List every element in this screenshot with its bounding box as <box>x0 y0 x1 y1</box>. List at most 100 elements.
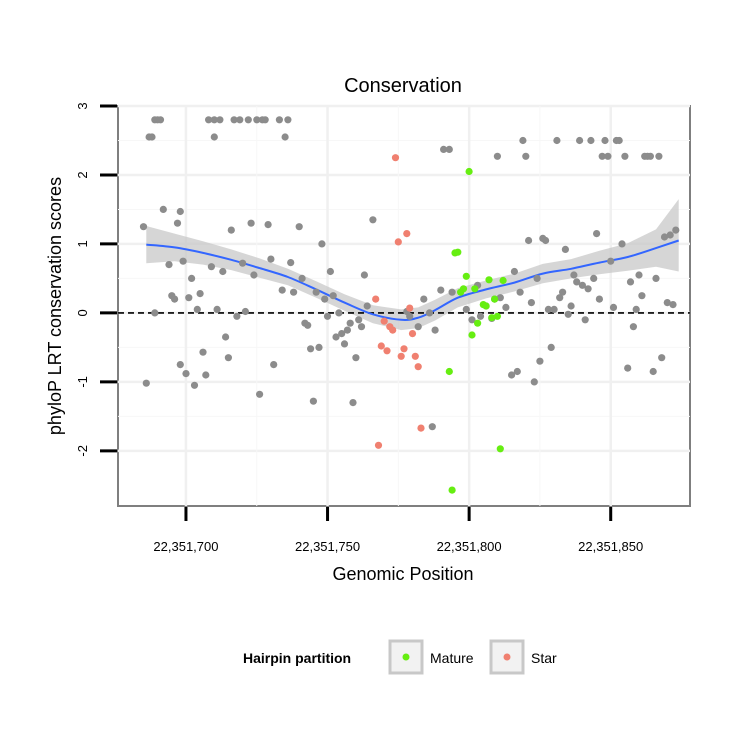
legend: Hairpin partition Mature Star <box>243 639 557 675</box>
point-other <box>196 290 204 298</box>
point-star <box>394 238 402 246</box>
point-mature <box>485 276 493 284</box>
x-tick-label: 22,351,800 <box>437 539 502 554</box>
x-axis-ticks: 22,351,700 22,351,750 22,351,800 22,351,850 <box>153 507 643 554</box>
point-other <box>338 330 346 338</box>
point-mature <box>499 276 507 285</box>
point-other <box>635 271 643 279</box>
point-other <box>553 136 561 145</box>
point-other <box>315 343 323 351</box>
point-other <box>476 312 485 320</box>
x-tick-label: 22,351,700 <box>153 539 218 554</box>
point-other <box>445 145 453 153</box>
point-other <box>632 305 640 313</box>
point-other <box>298 274 306 282</box>
chart-title: Conservation <box>344 75 462 97</box>
point-other <box>142 379 150 387</box>
point-other <box>542 236 550 245</box>
point-other <box>496 294 504 302</box>
point-mature <box>493 312 501 320</box>
point-other <box>607 257 615 265</box>
point-other <box>533 274 541 282</box>
point-star <box>383 347 391 355</box>
point-other <box>655 152 663 160</box>
point-other <box>193 305 201 313</box>
point-mature <box>474 319 482 327</box>
point-other <box>595 295 604 303</box>
point-other <box>462 305 470 313</box>
y-tick-label: 1 <box>75 240 90 247</box>
point-other <box>663 299 671 307</box>
point-other <box>536 357 544 365</box>
point-other <box>216 116 224 124</box>
y-tick-label: 0 <box>75 309 90 316</box>
point-other <box>601 136 609 145</box>
point-other <box>190 381 199 389</box>
point-star <box>406 304 414 312</box>
x-axis-label: Genomic Position <box>332 564 473 584</box>
point-other <box>567 302 575 310</box>
point-other <box>179 257 187 265</box>
point-other <box>669 301 677 309</box>
point-other <box>425 309 434 317</box>
point-other <box>323 312 332 320</box>
point-other <box>649 367 657 376</box>
point-other <box>604 152 612 160</box>
point-mature <box>468 331 476 339</box>
point-other <box>264 221 272 229</box>
point-other <box>525 236 533 245</box>
point-other <box>173 219 182 227</box>
y-tick-label: -1 <box>75 376 90 388</box>
point-other <box>304 321 312 329</box>
point-other <box>321 295 329 303</box>
point-other <box>332 333 340 341</box>
legend-marker-mature <box>402 653 410 661</box>
point-other <box>227 226 235 234</box>
point-other <box>307 345 315 353</box>
point-other <box>210 133 218 141</box>
point-star <box>417 424 425 432</box>
point-other <box>564 310 572 318</box>
point-other <box>309 397 317 405</box>
point-mature <box>445 367 453 376</box>
point-mature <box>454 248 462 256</box>
confidence-band <box>146 199 679 331</box>
point-other <box>233 312 241 320</box>
point-other <box>256 390 264 398</box>
point-other <box>219 267 227 276</box>
point-other <box>615 136 623 145</box>
point-other <box>340 340 349 348</box>
point-other <box>666 231 674 239</box>
point-other <box>357 323 366 331</box>
point-other <box>151 309 159 317</box>
point-other <box>182 370 190 378</box>
point-star <box>397 352 405 360</box>
point-other <box>516 288 524 296</box>
point-other <box>250 271 258 279</box>
point-other <box>239 259 247 267</box>
point-other <box>148 133 156 141</box>
point-other <box>598 152 606 160</box>
point-mature <box>462 272 470 280</box>
point-other <box>559 288 567 296</box>
point-other <box>440 145 448 153</box>
y-tick-label: 3 <box>75 102 90 109</box>
point-other <box>224 354 232 362</box>
point-other <box>510 267 518 276</box>
point-other <box>581 316 589 324</box>
point-other <box>188 274 196 282</box>
point-other <box>185 294 193 302</box>
point-star <box>389 326 397 334</box>
point-other <box>448 288 456 296</box>
point-other <box>406 312 414 320</box>
point-other <box>646 152 655 160</box>
point-other <box>618 240 626 248</box>
point-other <box>522 152 530 160</box>
point-mature <box>496 445 504 453</box>
y-axis-ticks: -2 -1 0 1 2 3 <box>75 102 117 457</box>
legend-label-star: Star <box>531 650 557 666</box>
point-other <box>165 261 173 269</box>
point-star <box>391 154 400 162</box>
point-mature <box>465 167 473 176</box>
legend-label-mature: Mature <box>430 650 474 666</box>
